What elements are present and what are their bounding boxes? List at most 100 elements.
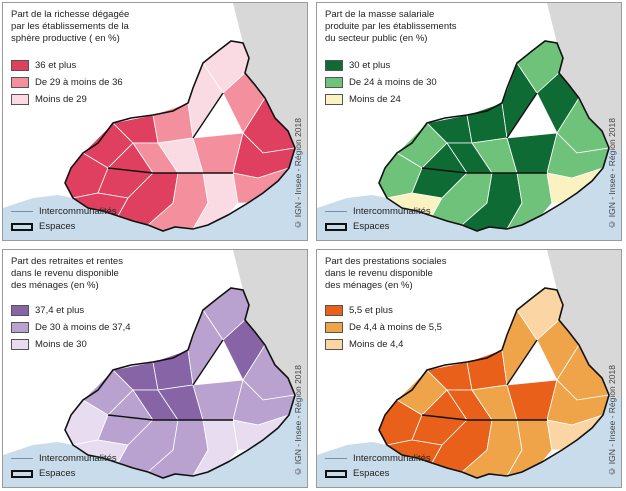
legend-label: De 30 à moins de 37,4: [35, 322, 131, 333]
legend-item: De 30 à moins de 37,4: [11, 319, 131, 336]
boundary-legend-item: Espaces: [11, 219, 117, 234]
map-credit: © IGN - Insee - Région 2018: [607, 118, 617, 230]
legend-swatch: [11, 339, 29, 350]
neighbor-land: [547, 3, 621, 153]
space-box-swatch: [11, 222, 33, 231]
map-title: Part de la masse salariale produite par …: [325, 9, 457, 44]
intercommunality-area: [152, 349, 194, 391]
intercommunality-line-swatch: [11, 211, 33, 212]
boundary-legend: Intercommunalités Espaces: [11, 451, 117, 481]
space-boundary: [107, 167, 233, 174]
boundary-legend-item: Intercommunalités: [11, 204, 117, 219]
region-outline: [378, 287, 610, 479]
legend-swatch: [11, 322, 29, 333]
map-legend: 37,4 et plus De 30 à moins de 37,4 Moins…: [11, 302, 131, 353]
legend-swatch: [325, 77, 343, 88]
map-credit: © IGN - Insee - Région 2018: [293, 365, 303, 477]
region-map: [317, 250, 621, 487]
region-map: [317, 3, 621, 240]
legend-item: 37,4 et plus: [11, 302, 131, 319]
neighbor-land: [547, 250, 621, 400]
legend-swatch: [325, 94, 343, 105]
intercommunality-area: [152, 102, 194, 144]
boundary-label: Intercommunalités: [353, 453, 431, 464]
legend-item: Moins de 30: [11, 336, 131, 353]
legend-swatch: [11, 60, 29, 71]
legend-swatch: [325, 305, 343, 316]
legend-label: Moins de 30: [35, 339, 87, 350]
boundary-label: Espaces: [353, 221, 390, 232]
sea: [3, 395, 307, 487]
region-outline: [64, 40, 296, 232]
neighbor-land: [233, 250, 307, 400]
map-title: Part des prestations sociales dans le re…: [325, 256, 447, 291]
boundary-label: Espaces: [39, 468, 76, 479]
map-title: Part des retraites et rentes dans le rev…: [11, 256, 123, 291]
sea: [317, 148, 621, 240]
space-boundary: [506, 339, 538, 386]
legend-item: 36 et plus: [11, 57, 123, 74]
legend-item: De 4,4 à moins de 5,5: [325, 319, 442, 336]
region-map: [3, 3, 307, 240]
legend-label: De 24 à moins de 30: [349, 77, 437, 88]
legend-label: Moins de 24: [349, 94, 401, 105]
map-credit: © IGN - Insee - Région 2018: [607, 365, 617, 477]
legend-item: Moins de 29: [11, 91, 123, 108]
intercommunality-area: [466, 349, 508, 391]
legend-swatch: [325, 339, 343, 350]
boundary-legend-item: Intercommunalités: [325, 451, 431, 466]
map-credit: © IGN - Insee - Région 2018: [293, 118, 303, 230]
legend-label: 37,4 et plus: [35, 305, 85, 316]
legend-label: 5,5 et plus: [349, 305, 393, 316]
boundary-label: Espaces: [353, 468, 390, 479]
boundary-label: Intercommunalités: [353, 206, 431, 217]
space-boundary: [192, 92, 224, 139]
map-panel-3: Part des retraites et rentes dans le rev…: [2, 249, 308, 488]
intercommunality-line-swatch: [11, 458, 33, 459]
space-box-swatch: [11, 469, 33, 478]
map-title: Part de la richesse dégagée par les étab…: [11, 9, 130, 44]
map-legend: 5,5 et plus De 4,4 à moins de 5,5 Moins …: [325, 302, 442, 353]
legend-label: Moins de 4,4: [349, 339, 404, 350]
space-box-swatch: [325, 222, 347, 231]
boundary-legend-item: Espaces: [325, 219, 431, 234]
legend-item: De 24 à moins de 30: [325, 74, 437, 91]
legend-item: Moins de 24: [325, 91, 437, 108]
intercommunality-area: [466, 102, 508, 144]
legend-label: 36 et plus: [35, 60, 77, 71]
boundary-legend-item: Espaces: [11, 466, 117, 481]
legend-swatch: [325, 322, 343, 333]
map-legend: 36 et plus De 29 à moins de 36 Moins de …: [11, 57, 123, 108]
region-outline: [64, 287, 296, 479]
map-legend: 30 et plus De 24 à moins de 30 Moins de …: [325, 57, 437, 108]
neighbor-land: [233, 3, 307, 153]
boundary-legend-item: Espaces: [325, 466, 431, 481]
legend-item: Moins de 4,4: [325, 336, 442, 353]
region-map: [3, 250, 307, 487]
legend-item: 5,5 et plus: [325, 302, 442, 319]
intercommunality-line-swatch: [325, 211, 347, 212]
space-boundary: [107, 414, 233, 421]
legend-label: 30 et plus: [349, 60, 391, 71]
map-panel-4: Part des prestations sociales dans le re…: [316, 249, 622, 488]
legend-item: De 29 à moins de 36: [11, 74, 123, 91]
boundary-legend-item: Intercommunalités: [11, 451, 117, 466]
boundary-label: Intercommunalités: [39, 453, 117, 464]
boundary-legend-item: Intercommunalités: [325, 204, 431, 219]
space-box-swatch: [325, 469, 347, 478]
legend-label: De 4,4 à moins de 5,5: [349, 322, 442, 333]
boundary-legend: Intercommunalités Espaces: [11, 204, 117, 234]
space-boundary: [421, 167, 547, 174]
legend-item: 30 et plus: [325, 57, 437, 74]
space-boundary: [421, 414, 547, 421]
boundary-label: Intercommunalités: [39, 206, 117, 217]
legend-swatch: [11, 77, 29, 88]
boundary-legend: Intercommunalités Espaces: [325, 204, 431, 234]
map-panel-2: Part de la masse salariale produite par …: [316, 2, 622, 241]
space-boundary: [192, 339, 224, 386]
legend-label: Moins de 29: [35, 94, 87, 105]
boundary-legend: Intercommunalités Espaces: [325, 451, 431, 481]
legend-swatch: [325, 60, 343, 71]
legend-label: De 29 à moins de 36: [35, 77, 123, 88]
legend-swatch: [11, 305, 29, 316]
